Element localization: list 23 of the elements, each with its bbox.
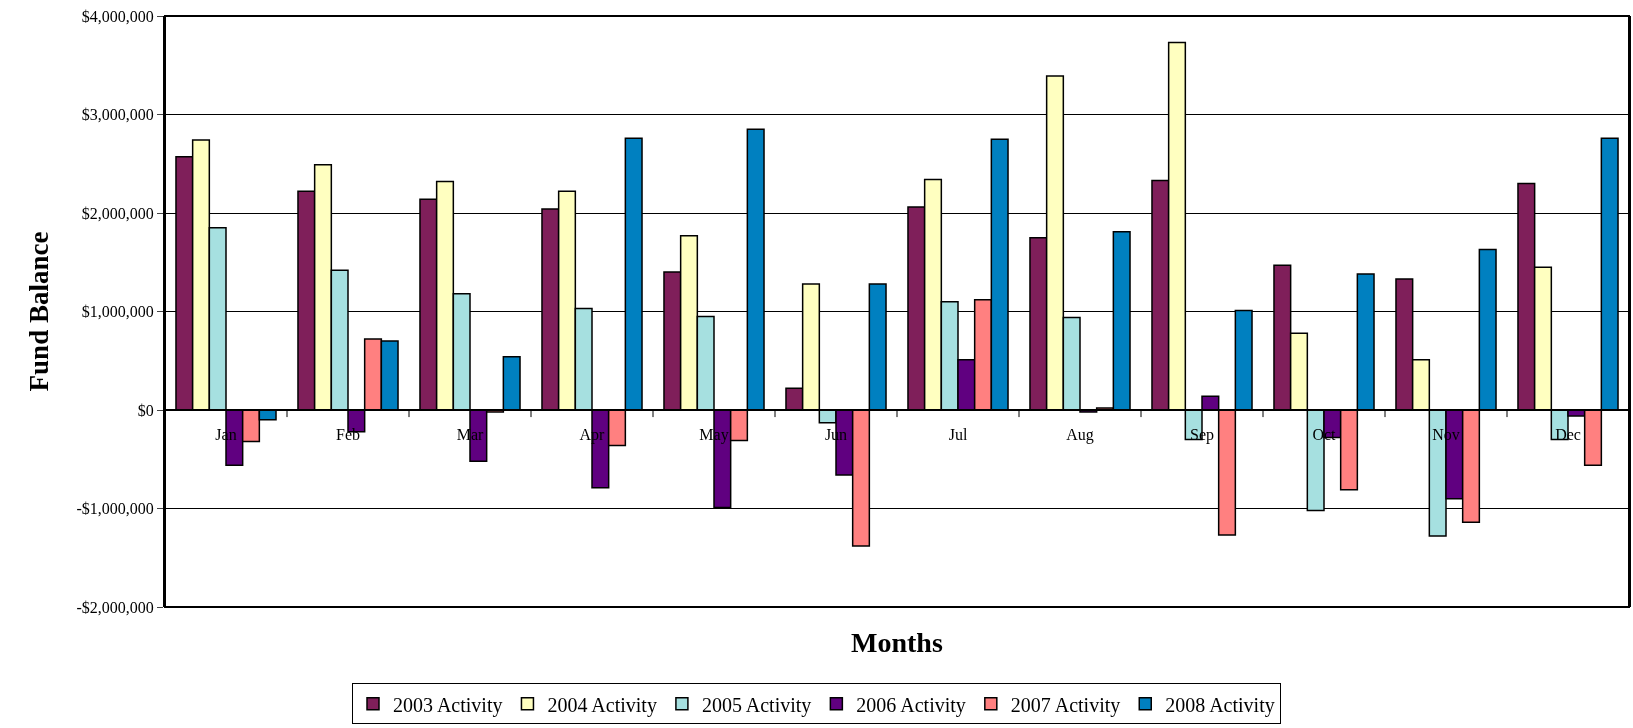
- y-tick-label: $3,000,000: [81, 106, 154, 124]
- x-tick-label: Feb: [336, 425, 360, 443]
- legend-label: 2007 Activity: [1010, 693, 1121, 717]
- x-tick-label: Nov: [1432, 425, 1460, 443]
- legend-label: 2008 Activity: [1165, 693, 1275, 717]
- y-tick-label: -$1,000,000: [76, 500, 154, 518]
- legend-label: 2006 Activity: [856, 693, 966, 717]
- legend-label: 2003 Activity: [393, 693, 503, 717]
- y-tick-label: -$2,000,000: [76, 598, 154, 616]
- x-tick-label: Apr: [579, 425, 606, 444]
- y-axis-title: Fund Balance: [24, 231, 55, 392]
- x-tick-label: Jan: [215, 425, 237, 443]
- x-tick-label: Aug: [1066, 425, 1094, 444]
- x-tick-label: Oct: [1312, 425, 1337, 443]
- x-tick-label: Jun: [824, 425, 848, 443]
- x-axis-title: Months: [851, 627, 943, 658]
- y-tick-label: $1,000,000: [81, 303, 154, 321]
- legend-label: 2004 Activity: [547, 693, 657, 717]
- y-tick-label: $0: [137, 401, 154, 419]
- legend-label: 2005 Activity: [701, 693, 812, 717]
- y-tick-label: $2,000,000: [81, 204, 154, 222]
- y-tick-label: $4,000,000: [81, 7, 154, 25]
- x-tick-label: Jul: [948, 425, 968, 443]
